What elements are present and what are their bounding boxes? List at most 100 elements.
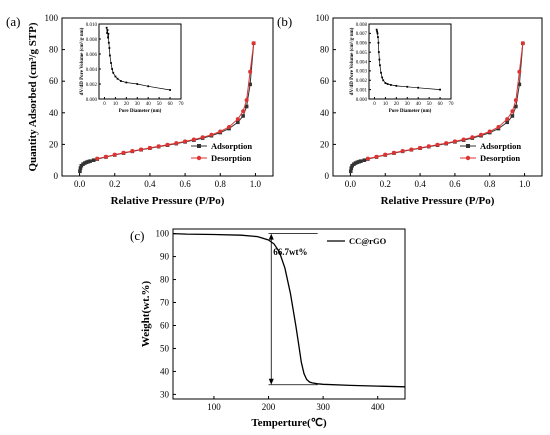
x-tick-label: 1.0 xyxy=(519,179,531,189)
data-point-adsorption xyxy=(88,159,92,163)
x-tick-label: 0.2 xyxy=(109,179,120,189)
x-tick-label: 0.6 xyxy=(449,179,461,189)
plot-frame xyxy=(332,17,543,177)
mass-loss-annotation: 66.7wt% xyxy=(273,247,307,257)
inset-y-axis-label: dV/dD Pore Volume (cm³/g·nm) xyxy=(349,27,355,95)
inset-frame xyxy=(98,23,182,100)
data-point-desorption xyxy=(241,109,246,114)
panel-label: (a) xyxy=(6,14,20,29)
inset-y-tick-label: 0.006 xyxy=(86,53,98,58)
x-tick-label: 0.2 xyxy=(380,179,391,189)
inset-y-tick-label: 0.008 xyxy=(356,23,368,28)
data-point-adsorption xyxy=(78,169,82,174)
data-point-desorption xyxy=(165,142,170,147)
inset-y-tick-label: 0.002 xyxy=(356,79,368,84)
inset-data-point xyxy=(381,76,384,79)
inset-x-axis-label: Pore Diameter (nm) xyxy=(119,109,162,114)
inset-data-point xyxy=(380,71,382,74)
inset-data-point xyxy=(377,36,379,39)
y-axis-label: Weight(wt.%) xyxy=(140,281,152,348)
inset-x-tick-label: 70 xyxy=(179,102,185,107)
data-point-adsorption xyxy=(359,159,363,163)
y-tick-label: 60 xyxy=(320,76,330,86)
x-tick-label: 0.0 xyxy=(345,179,357,189)
y-tick-label: 20 xyxy=(49,139,59,149)
data-point-desorption xyxy=(365,156,370,161)
inset-data-point xyxy=(169,89,171,91)
inset-x-tick-label: 40 xyxy=(146,102,152,107)
data-point-desorption xyxy=(470,135,475,140)
inset-data-point xyxy=(110,62,112,64)
inset-data-point xyxy=(406,85,409,88)
x-axis-label: Relative Pressure (P/Po) xyxy=(381,195,495,207)
inset-x-axis-label: Pore Diameter (nm) xyxy=(389,109,432,114)
series-line-ccrgo xyxy=(172,232,406,388)
inset-data-point xyxy=(136,83,139,85)
inset-data-point xyxy=(108,47,111,49)
x-axis-label: Relative Pressure (P/Po) xyxy=(111,195,225,207)
y-tick-label: 100 xyxy=(316,13,330,23)
panel-c: 100 200 300 400 30 40 50 60 70 80 90 100 Temperture(… xyxy=(130,228,406,429)
data-point-desorption xyxy=(435,142,440,147)
y-tick-label: 100 xyxy=(156,229,170,239)
data-point-desorption xyxy=(391,150,396,155)
inset-x-tick-label: 0 xyxy=(373,102,376,107)
inset-y-tick-label: 0.000 xyxy=(356,98,368,103)
data-point-adsorption xyxy=(362,158,367,162)
inset-y-tick-label: 0.002 xyxy=(86,83,98,88)
data-point-desorption xyxy=(510,109,515,114)
inset-y-axis-label: dV/dD Pore Volume (cm³/g·nm) xyxy=(79,27,85,95)
inset-x-tick-label: 30 xyxy=(405,102,411,107)
inset-data-point xyxy=(119,80,122,82)
inset-y-tick-label: 0.007 xyxy=(356,32,368,37)
data-point-desorption xyxy=(520,41,525,46)
inset-x-tick-label: 20 xyxy=(124,102,130,107)
inset-y-tick-label: 0.004 xyxy=(86,68,98,73)
data-point-desorption xyxy=(452,139,457,144)
inset-data-point xyxy=(417,86,420,89)
inset-data-point xyxy=(107,32,110,35)
inset-y-tick-label: 0.005 xyxy=(356,51,368,56)
data-point-adsorption xyxy=(505,120,509,125)
inset-data-point xyxy=(147,85,150,88)
inset-x-tick-label: 40 xyxy=(416,102,422,107)
legend-marker xyxy=(197,144,201,148)
inset-x-tick-label: 60 xyxy=(168,102,174,107)
inset-data-point xyxy=(386,83,389,85)
inset-data-point xyxy=(379,64,381,67)
data-point-desorption xyxy=(156,144,161,149)
inset-data-point xyxy=(107,36,109,39)
inset-data-point xyxy=(112,71,115,74)
data-point-desorption xyxy=(517,69,522,74)
legend-marker xyxy=(466,144,470,148)
data-point-adsorption xyxy=(236,120,240,125)
data-point-desorption xyxy=(479,132,484,137)
inset-y-tick-label: 0.001 xyxy=(356,88,368,93)
data-point-desorption xyxy=(487,129,492,134)
data-point-adsorption xyxy=(510,114,515,118)
x-tick-label: 0.8 xyxy=(484,179,496,189)
data-point-adsorption xyxy=(517,82,522,87)
data-point-adsorption xyxy=(244,104,249,109)
data-point-desorption xyxy=(183,139,188,144)
data-point-adsorption xyxy=(78,166,83,170)
inset-data-point xyxy=(114,75,117,78)
data-point-desorption xyxy=(244,98,249,103)
data-point-desorption xyxy=(218,129,223,134)
y-tick-label: 50 xyxy=(160,343,170,353)
inset-data-point xyxy=(378,58,381,61)
data-point-desorption xyxy=(95,156,100,161)
data-point-desorption xyxy=(248,69,253,74)
inset-data-point xyxy=(382,79,385,82)
data-point-desorption xyxy=(444,141,449,146)
x-tick-label: 100 xyxy=(207,402,221,412)
x-tick-label: 0.8 xyxy=(215,179,227,189)
inset-data-point xyxy=(107,41,110,44)
inset-x-tick-label: 0 xyxy=(103,102,106,107)
inset-y-tick-label: 0.008 xyxy=(86,38,98,43)
inset-data-point xyxy=(109,54,111,57)
inset-data-point xyxy=(125,81,128,84)
legend-label: Desorption xyxy=(211,153,251,163)
inset-data-point xyxy=(377,41,380,44)
